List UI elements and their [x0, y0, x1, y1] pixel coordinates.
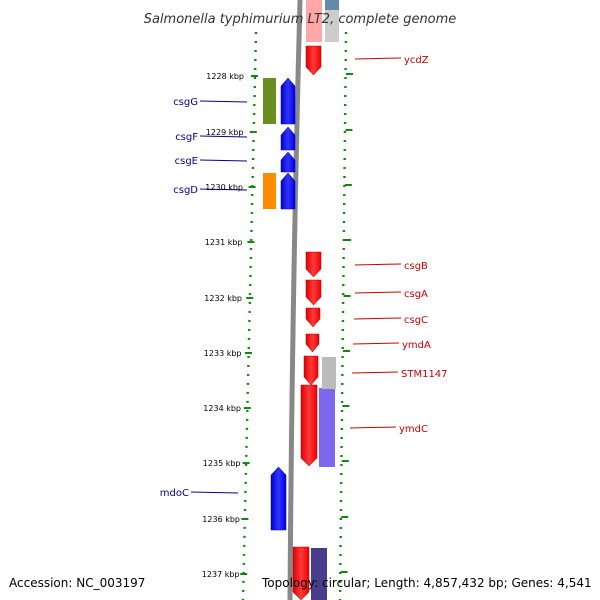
dotted-guide-line — [241, 31, 258, 600]
gene-arrow-stm1147[interactable] — [303, 355, 319, 386]
leader-line-csgg — [199, 100, 248, 103]
gene-label-csgc[interactable]: csgC — [404, 315, 428, 326]
leader-line-csga — [354, 291, 402, 294]
leader-line-ymdc — [349, 426, 397, 429]
gray-feature[interactable] — [322, 357, 336, 389]
partial-features-top — [306, 0, 339, 42]
gene-arrow-mdoc[interactable] — [270, 466, 287, 531]
label-leader-lines — [190, 57, 402, 494]
kbp-label: 1236 kbp — [202, 515, 240, 524]
blue-feature-partial[interactable] — [325, 0, 339, 10]
gene-arrow-ymda[interactable] — [305, 333, 320, 353]
gray-feature-partial[interactable] — [325, 0, 339, 42]
leader-line-ycdz — [354, 57, 402, 60]
gene-arrow-csgd[interactable] — [280, 172, 296, 210]
kbp-label: 1235 kbp — [203, 459, 241, 468]
kbp-major-ticks — [240, 73, 353, 575]
kbp-label: 1229 kbp — [206, 128, 244, 137]
gene-arrow-csge[interactable] — [280, 151, 296, 173]
gene-labels: csgG csgF csgE csgD mdoC ycdZ csgB csgA csgC ymdA… — [160, 55, 448, 499]
reverse-gene-partial[interactable] — [306, 0, 322, 42]
topology-text: Topology: circular; Length: 4,857,432 bp… — [261, 576, 592, 590]
gene-label-csgg[interactable]: csgG — [173, 97, 198, 108]
gene-label-mdoc[interactable]: mdoC — [160, 488, 189, 499]
leader-line-csge — [199, 159, 248, 162]
gene-label-csgb[interactable]: csgB — [404, 261, 428, 272]
gene-label-ymdc[interactable]: ymdC — [399, 424, 428, 435]
gene-label-csgf[interactable]: csgF — [175, 132, 198, 143]
kbp-labels: 1228 kbp 1229 kbp 1230 kbp 1231 kbp 1232 kbp… — [202, 72, 244, 579]
gene-arrow-csga[interactable] — [305, 279, 322, 306]
leader-line-csgf — [199, 135, 248, 138]
cog-block[interactable] — [263, 173, 276, 209]
dotted-guide-line — [338, 31, 348, 600]
cog-block[interactable] — [311, 548, 327, 600]
leader-line-mdoc — [190, 491, 239, 494]
gene-arrow-csgg[interactable] — [280, 77, 296, 125]
gene-label-csga[interactable]: csgA — [404, 289, 428, 300]
gene-label-ycdz[interactable]: ycdZ — [404, 55, 429, 66]
kbp-label: 1237 kbp — [202, 570, 240, 579]
leader-line-csgd — [199, 188, 248, 191]
cog-block[interactable] — [263, 78, 276, 124]
genome-backbone — [287, 0, 303, 600]
gene-label-csge[interactable]: csgE — [175, 156, 198, 167]
kbp-label: 1234 kbp — [203, 404, 241, 413]
leader-line-stm1147 — [351, 371, 399, 374]
cog-block[interactable] — [319, 388, 335, 467]
kbp-label: 1231 kbp — [205, 238, 243, 247]
leader-line-csgb — [354, 263, 402, 266]
gene-features — [270, 45, 322, 600]
gene-arrow-ycdz[interactable] — [305, 45, 322, 76]
map-title: Salmonella typhimurium LT2, complete gen… — [144, 12, 457, 27]
gene-label-csgd[interactable]: csgD — [173, 185, 198, 196]
leader-line-csgc — [353, 317, 402, 320]
gene-label-stm1147[interactable]: STM1147 — [401, 369, 448, 380]
kbp-label: 1232 kbp — [204, 294, 242, 303]
gene-arrow-csgf[interactable] — [280, 126, 296, 151]
kbp-label: 1228 kbp — [206, 72, 244, 81]
kbp-label: 1233 kbp — [204, 349, 242, 358]
gene-arrow-ymdc[interactable] — [300, 384, 318, 467]
cog-blocks — [263, 78, 336, 600]
leader-line-ymda — [352, 342, 400, 345]
gene-arrow-csgb[interactable] — [305, 251, 322, 278]
gene-label-ymda[interactable]: ymdA — [402, 340, 431, 351]
accession-text: Accession: NC_003197 — [9, 576, 145, 590]
kbp-label: 1230 kbp — [205, 183, 243, 192]
gene-arrow-partial[interactable] — [292, 546, 310, 600]
gene-arrow-csgc[interactable] — [305, 307, 321, 328]
